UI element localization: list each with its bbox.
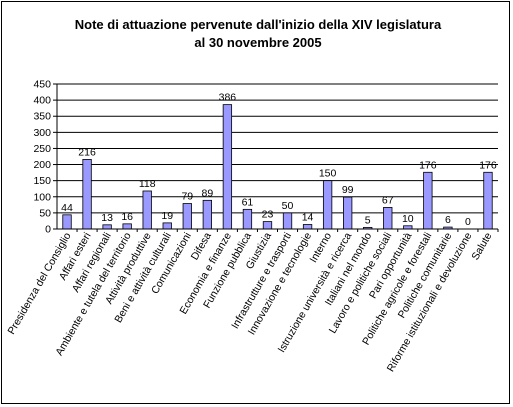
data-label-3: 16 <box>121 211 133 223</box>
category-label-21: Salute <box>469 230 494 262</box>
y-tick-label-50: 50 <box>39 207 51 219</box>
bar-1 <box>82 158 92 230</box>
y-tick-label-300: 300 <box>33 127 51 139</box>
data-label-6: 79 <box>181 191 193 203</box>
bar-16 <box>383 207 393 230</box>
data-label-17: 10 <box>402 213 414 225</box>
y-tick-label-100: 100 <box>33 191 51 203</box>
bar-12 <box>302 224 313 230</box>
bar-7 <box>202 199 212 230</box>
data-label-21: 176 <box>479 159 497 171</box>
data-label-4: 118 <box>139 178 156 190</box>
bar-3 <box>122 223 132 230</box>
data-label-18: 176 <box>419 159 437 171</box>
bar-2 <box>102 224 112 230</box>
bars <box>62 104 493 230</box>
bar-5 <box>162 222 172 230</box>
y-tick-label-400: 400 <box>33 95 51 107</box>
data-label-9: 61 <box>242 196 254 208</box>
gridlines <box>57 83 498 214</box>
y-tick-label-450: 450 <box>33 79 51 91</box>
data-label-2: 13 <box>101 212 113 224</box>
bar-0 <box>62 214 72 230</box>
bar-13 <box>322 180 333 230</box>
data-label-1: 216 <box>78 146 96 158</box>
bar-4 <box>142 190 152 230</box>
data-label-14: 99 <box>342 184 354 196</box>
data-label-19: 6 <box>445 214 451 226</box>
bar-8 <box>222 104 233 230</box>
y-tick-label-250: 250 <box>33 143 51 155</box>
y-tick-labels: 0 50 100 150 200 250 300 350 400 450 <box>33 79 51 236</box>
data-label-5: 19 <box>161 210 173 222</box>
bar-21 <box>483 171 493 230</box>
data-label-12: 14 <box>302 211 314 223</box>
data-label-0: 44 <box>61 202 73 214</box>
y-tick-label-350: 350 <box>33 111 51 123</box>
data-label-15: 5 <box>365 214 371 226</box>
bar-6 <box>182 203 192 230</box>
data-label-8: 386 <box>219 92 237 104</box>
data-label-10: 23 <box>262 209 274 221</box>
bar-18 <box>423 171 433 230</box>
data-label-11: 50 <box>282 200 294 212</box>
data-labels: 44 216 13 16 118 19 79 89 386 61 23 50 14 150 99 5 67 10 1… <box>61 92 497 228</box>
y-tick-label-200: 200 <box>33 159 51 171</box>
bar-14 <box>343 196 353 230</box>
bar-9 <box>242 208 253 230</box>
data-label-20: 0 <box>465 216 471 228</box>
y-tick-label-150: 150 <box>33 175 51 187</box>
bar-11 <box>282 212 293 230</box>
bar-10 <box>262 221 273 230</box>
data-label-16: 67 <box>382 194 394 206</box>
data-label-7: 89 <box>201 187 213 199</box>
data-label-13: 150 <box>319 168 337 180</box>
y-tick-label-0: 0 <box>45 224 51 236</box>
category-label-0: Presidenza del Consiglio <box>5 230 73 336</box>
chart-title-line-1: Note di attuazione pervenute dall'inizio… <box>75 17 442 32</box>
axes <box>53 83 499 232</box>
chart-title-line-2: al 30 novembre 2005 <box>194 35 321 50</box>
